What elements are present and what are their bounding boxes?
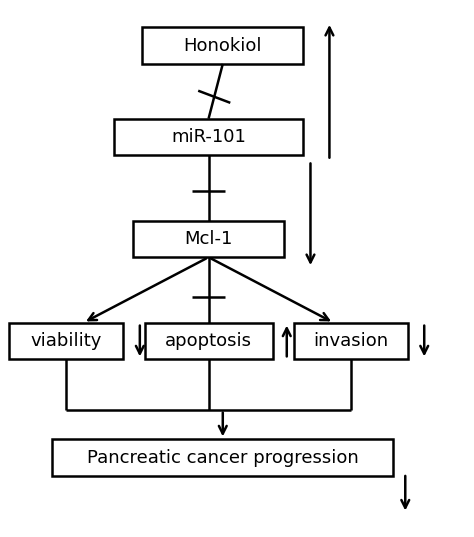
Text: Honokiol: Honokiol xyxy=(183,37,262,55)
Bar xyxy=(9,323,123,359)
Text: Pancreatic cancer progression: Pancreatic cancer progression xyxy=(87,448,359,467)
Bar xyxy=(145,323,273,359)
Text: apoptosis: apoptosis xyxy=(165,332,252,350)
Bar xyxy=(114,119,303,155)
Bar xyxy=(52,439,393,476)
Bar xyxy=(142,27,303,64)
Bar xyxy=(133,221,284,257)
Text: invasion: invasion xyxy=(313,332,388,350)
Text: Mcl-1: Mcl-1 xyxy=(184,230,233,248)
Text: viability: viability xyxy=(31,332,102,350)
Bar xyxy=(294,323,408,359)
Text: miR-101: miR-101 xyxy=(171,128,246,146)
